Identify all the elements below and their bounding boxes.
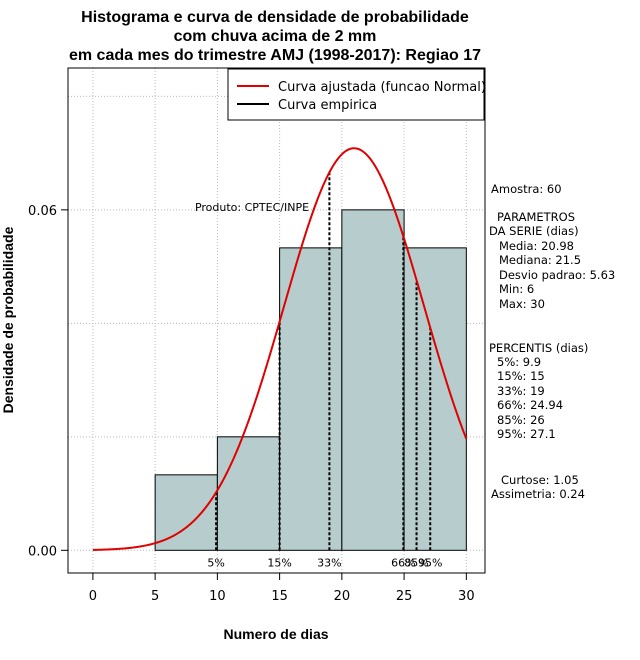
param-media: Media: 20.98 — [499, 239, 574, 253]
x-tick-label: 30 — [458, 589, 475, 604]
percentil-33: 33%: 19 — [497, 384, 545, 398]
param-desvio: Desvio padrao: 5.63 — [499, 268, 615, 282]
param-mediana: Mediana: 21.5 — [499, 253, 581, 267]
percentil-15: 15%: 15 — [497, 369, 545, 383]
x-tick-label: 15 — [271, 589, 288, 604]
legend-label-fitted: Curva ajustada (funcao Normal) — [278, 80, 486, 95]
percentile-label: 66% — [391, 556, 415, 569]
y-axis-label: Densidade de probabilidade — [0, 226, 16, 413]
histogram-bar — [341, 209, 405, 551]
percentile-label: 85% — [404, 556, 428, 569]
percentile-label: 95% — [418, 556, 442, 569]
params-title-1: PARAMETROS — [497, 210, 575, 224]
percentile-markers: 5% 15% 33% 66%85%95% — [207, 172, 442, 569]
histogram-bar — [403, 247, 467, 551]
x-tick-label: 10 — [209, 589, 226, 604]
curtose: Curtose: 1.05 — [501, 473, 579, 487]
params-title-2: DA SERIE (dias) — [489, 224, 579, 238]
chart-title-line-1: Histograma e curva de densidade de proba… — [81, 9, 469, 26]
legend-box — [227, 68, 485, 121]
param-max: Max: 30 — [499, 297, 545, 311]
percentil-95: 95%: 27.1 — [497, 427, 556, 441]
percentil-5: 5%: 9.9 — [497, 355, 541, 369]
x-axis: 0 5 10 15 20 25 30 — [89, 572, 475, 604]
legend-label-empirical: Curva empirica — [278, 98, 377, 113]
x-tick-label: 0 — [89, 589, 97, 604]
percentil-66: 66%: 24.94 — [497, 398, 563, 412]
x-axis-label: Numero de dias — [223, 626, 328, 642]
chart-title-line-3: em cada mes do trimestre AMJ (1998-2017)… — [69, 47, 481, 64]
product-label: Produto: CPTEC/INPE — [195, 201, 309, 214]
x-tick-label: 25 — [396, 589, 413, 604]
legend: Curva ajustada (funcao Normal) Curva emp… — [227, 68, 486, 121]
y-tick-label: 0.06 — [28, 204, 57, 219]
histogram-bar — [154, 474, 218, 551]
normal-curve-line — [92, 147, 468, 551]
param-min: Min: 6 — [499, 282, 534, 296]
chart-title-line-2: com chuva acima de 2 mm — [174, 28, 377, 45]
y-axis: 0.00 0.06 — [28, 204, 69, 559]
statistics-panel: Amostra: 60 PARAMETROS DA SERIE (dias) M… — [489, 182, 615, 501]
assimetria: Assimetria: 0.24 — [491, 487, 585, 501]
sample-size: Amostra: 60 — [491, 182, 562, 196]
percentile-label: 33% — [317, 556, 341, 569]
x-tick-label: 20 — [334, 589, 351, 604]
histogram-bar — [216, 436, 281, 551]
y-tick-label: 0.00 — [28, 544, 57, 559]
percentis-title: PERCENTIS (dias) — [489, 341, 588, 355]
percentil-85: 85%: 26 — [497, 413, 545, 427]
percentile-label: 15% — [267, 556, 291, 569]
x-tick-label: 5 — [151, 589, 159, 604]
percentile-label: 5% — [207, 556, 224, 569]
histogram-bar — [279, 247, 343, 551]
histogram-bars — [154, 209, 467, 551]
